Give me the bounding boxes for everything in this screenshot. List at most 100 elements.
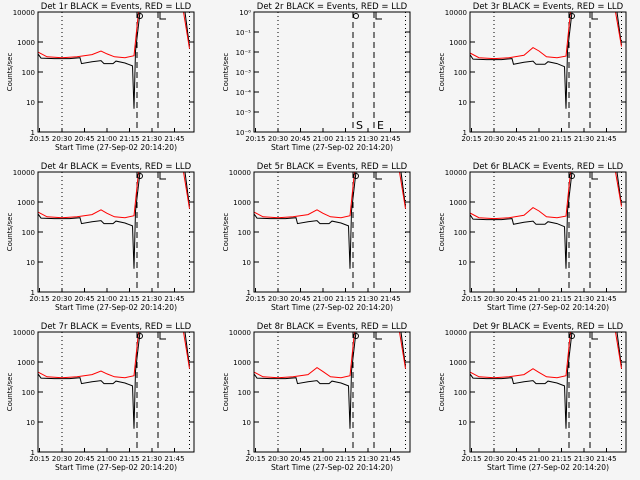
x-tick-label: 21:00	[97, 135, 117, 143]
y-tick-label: 10	[458, 419, 467, 427]
start-flag-marker	[353, 173, 359, 179]
plot-frame	[37, 11, 195, 133]
x-tick-label: 20:15	[461, 295, 481, 303]
x-tick-label: 21:45	[380, 295, 400, 303]
flag-label: S	[356, 119, 363, 132]
y-tick-label: 1	[463, 289, 467, 297]
y-axis-label: Counts/sec	[222, 213, 230, 252]
events-series-line	[37, 331, 190, 429]
x-tick-label: 20:45	[506, 455, 526, 463]
y-tick-label: 1000	[233, 199, 251, 207]
y-tick-label: 1000	[449, 39, 467, 47]
x-tick-label: 21:45	[164, 135, 184, 143]
x-tick-label: 20:30	[52, 295, 72, 303]
x-tick-label: 21:00	[313, 135, 333, 143]
events-series-line	[469, 11, 622, 109]
x-tick-label: 21:15	[335, 135, 355, 143]
y-tick-label: 10⁻⁴	[236, 89, 252, 97]
x-tick-label: 20:30	[52, 135, 72, 143]
x-tick-label: 20:30	[268, 455, 288, 463]
y-tick-label: 1	[31, 129, 35, 137]
y-tick-label: 10	[242, 259, 251, 267]
y-tick-label: 10	[26, 99, 35, 107]
events-series-line	[253, 331, 406, 429]
panel-title: Det 3r BLACK = Events, RED = LLD	[473, 2, 624, 12]
lld-series-line	[469, 331, 622, 379]
x-tick-label: 21:15	[119, 295, 139, 303]
y-axis-label: Counts/sec	[6, 373, 14, 412]
y-tick-label: 1	[247, 449, 251, 457]
events-series-line	[469, 331, 622, 429]
plot-frame	[253, 171, 411, 293]
x-tick-label: 21:00	[97, 295, 117, 303]
x-tick-label: 21:15	[119, 455, 139, 463]
start-flag-marker	[137, 13, 143, 19]
y-axis-label: Counts/sec	[438, 213, 446, 252]
y-tick-label: 100	[454, 389, 467, 397]
start-flag-marker	[353, 13, 359, 19]
x-tick-label: 21:00	[529, 455, 549, 463]
y-tick-label: 100	[22, 389, 35, 397]
x-tick-label: 21:00	[529, 295, 549, 303]
x-tick-label: 21:45	[164, 455, 184, 463]
x-tick-label: 21:15	[551, 455, 571, 463]
panel-title: Det 1r BLACK = Events, RED = LLD	[41, 2, 192, 12]
x-axis-label: Start Time (27-Sep-02 20:14:20)	[55, 303, 177, 312]
lld-series-line	[469, 171, 622, 220]
x-axis-label: Start Time (27-Sep-02 20:14:20)	[271, 463, 393, 472]
x-tick-label: 21:45	[596, 455, 616, 463]
panel-title: Det 5r BLACK = Events, RED = LLD	[257, 162, 408, 172]
y-tick-label: 1000	[449, 199, 467, 207]
x-tick-label: 20:15	[461, 135, 481, 143]
start-flag-marker	[569, 333, 575, 339]
plot-frame	[253, 331, 411, 453]
y-tick-label: 10000	[445, 9, 467, 17]
y-tick-label: 10⁻¹	[236, 29, 252, 37]
events-series-line	[253, 171, 406, 269]
x-tick-label: 21:30	[142, 295, 162, 303]
x-tick-label: 20:30	[268, 135, 288, 143]
x-tick-label: 21:00	[313, 455, 333, 463]
y-tick-label: 100	[454, 229, 467, 237]
x-tick-label: 20:15	[461, 455, 481, 463]
y-tick-label: 10000	[445, 169, 467, 177]
end-flag-marker	[159, 12, 166, 20]
y-tick-label: 10⁻²	[236, 49, 252, 57]
x-tick-label: 21:00	[529, 135, 549, 143]
chart-panel: Det 6r BLACK = Events, RED = LLD 1 10 100 10…	[438, 162, 627, 312]
x-tick-label: 21:15	[335, 295, 355, 303]
x-tick-label: 20:15	[29, 135, 49, 143]
end-flag-marker	[375, 332, 382, 340]
x-tick-label: 20:30	[484, 295, 504, 303]
start-flag-marker	[353, 333, 359, 339]
y-tick-label: 1000	[233, 359, 251, 367]
panel-title: Det 4r BLACK = Events, RED = LLD	[41, 162, 192, 172]
end-flag-marker	[159, 172, 166, 180]
x-axis-label: Start Time (27-Sep-02 20:14:20)	[487, 463, 609, 472]
x-tick-label: 21:30	[574, 135, 594, 143]
chart-panel: Det 7r BLACK = Events, RED = LLD 1 10 100 10…	[6, 322, 195, 472]
x-tick-label: 20:45	[290, 455, 310, 463]
x-tick-label: 21:45	[380, 135, 400, 143]
end-flag-marker	[591, 332, 598, 340]
panel-title: Det 6r BLACK = Events, RED = LLD	[473, 162, 624, 172]
x-tick-label: 21:15	[119, 135, 139, 143]
y-tick-label: 100	[22, 69, 35, 77]
plot-frame	[253, 11, 411, 133]
y-tick-label: 100	[22, 229, 35, 237]
y-tick-label: 1000	[17, 199, 35, 207]
y-tick-label: 10000	[229, 329, 251, 337]
y-tick-label: 1000	[17, 359, 35, 367]
y-tick-label: 1	[247, 289, 251, 297]
y-axis-label: Counts/sec	[222, 373, 230, 412]
chart-panel: Det 4r BLACK = Events, RED = LLD 1 10 100 10…	[6, 162, 195, 312]
x-axis-label: Start Time (27-Sep-02 20:14:20)	[55, 463, 177, 472]
x-tick-label: 20:15	[29, 295, 49, 303]
lld-series-line	[253, 171, 406, 219]
x-tick-label: 20:30	[52, 455, 72, 463]
events-series-line	[37, 11, 190, 109]
x-tick-label: 20:45	[506, 295, 526, 303]
end-flag-marker	[375, 12, 382, 20]
y-axis-label: Counts/sec	[6, 213, 14, 252]
x-tick-label: 21:30	[358, 455, 378, 463]
